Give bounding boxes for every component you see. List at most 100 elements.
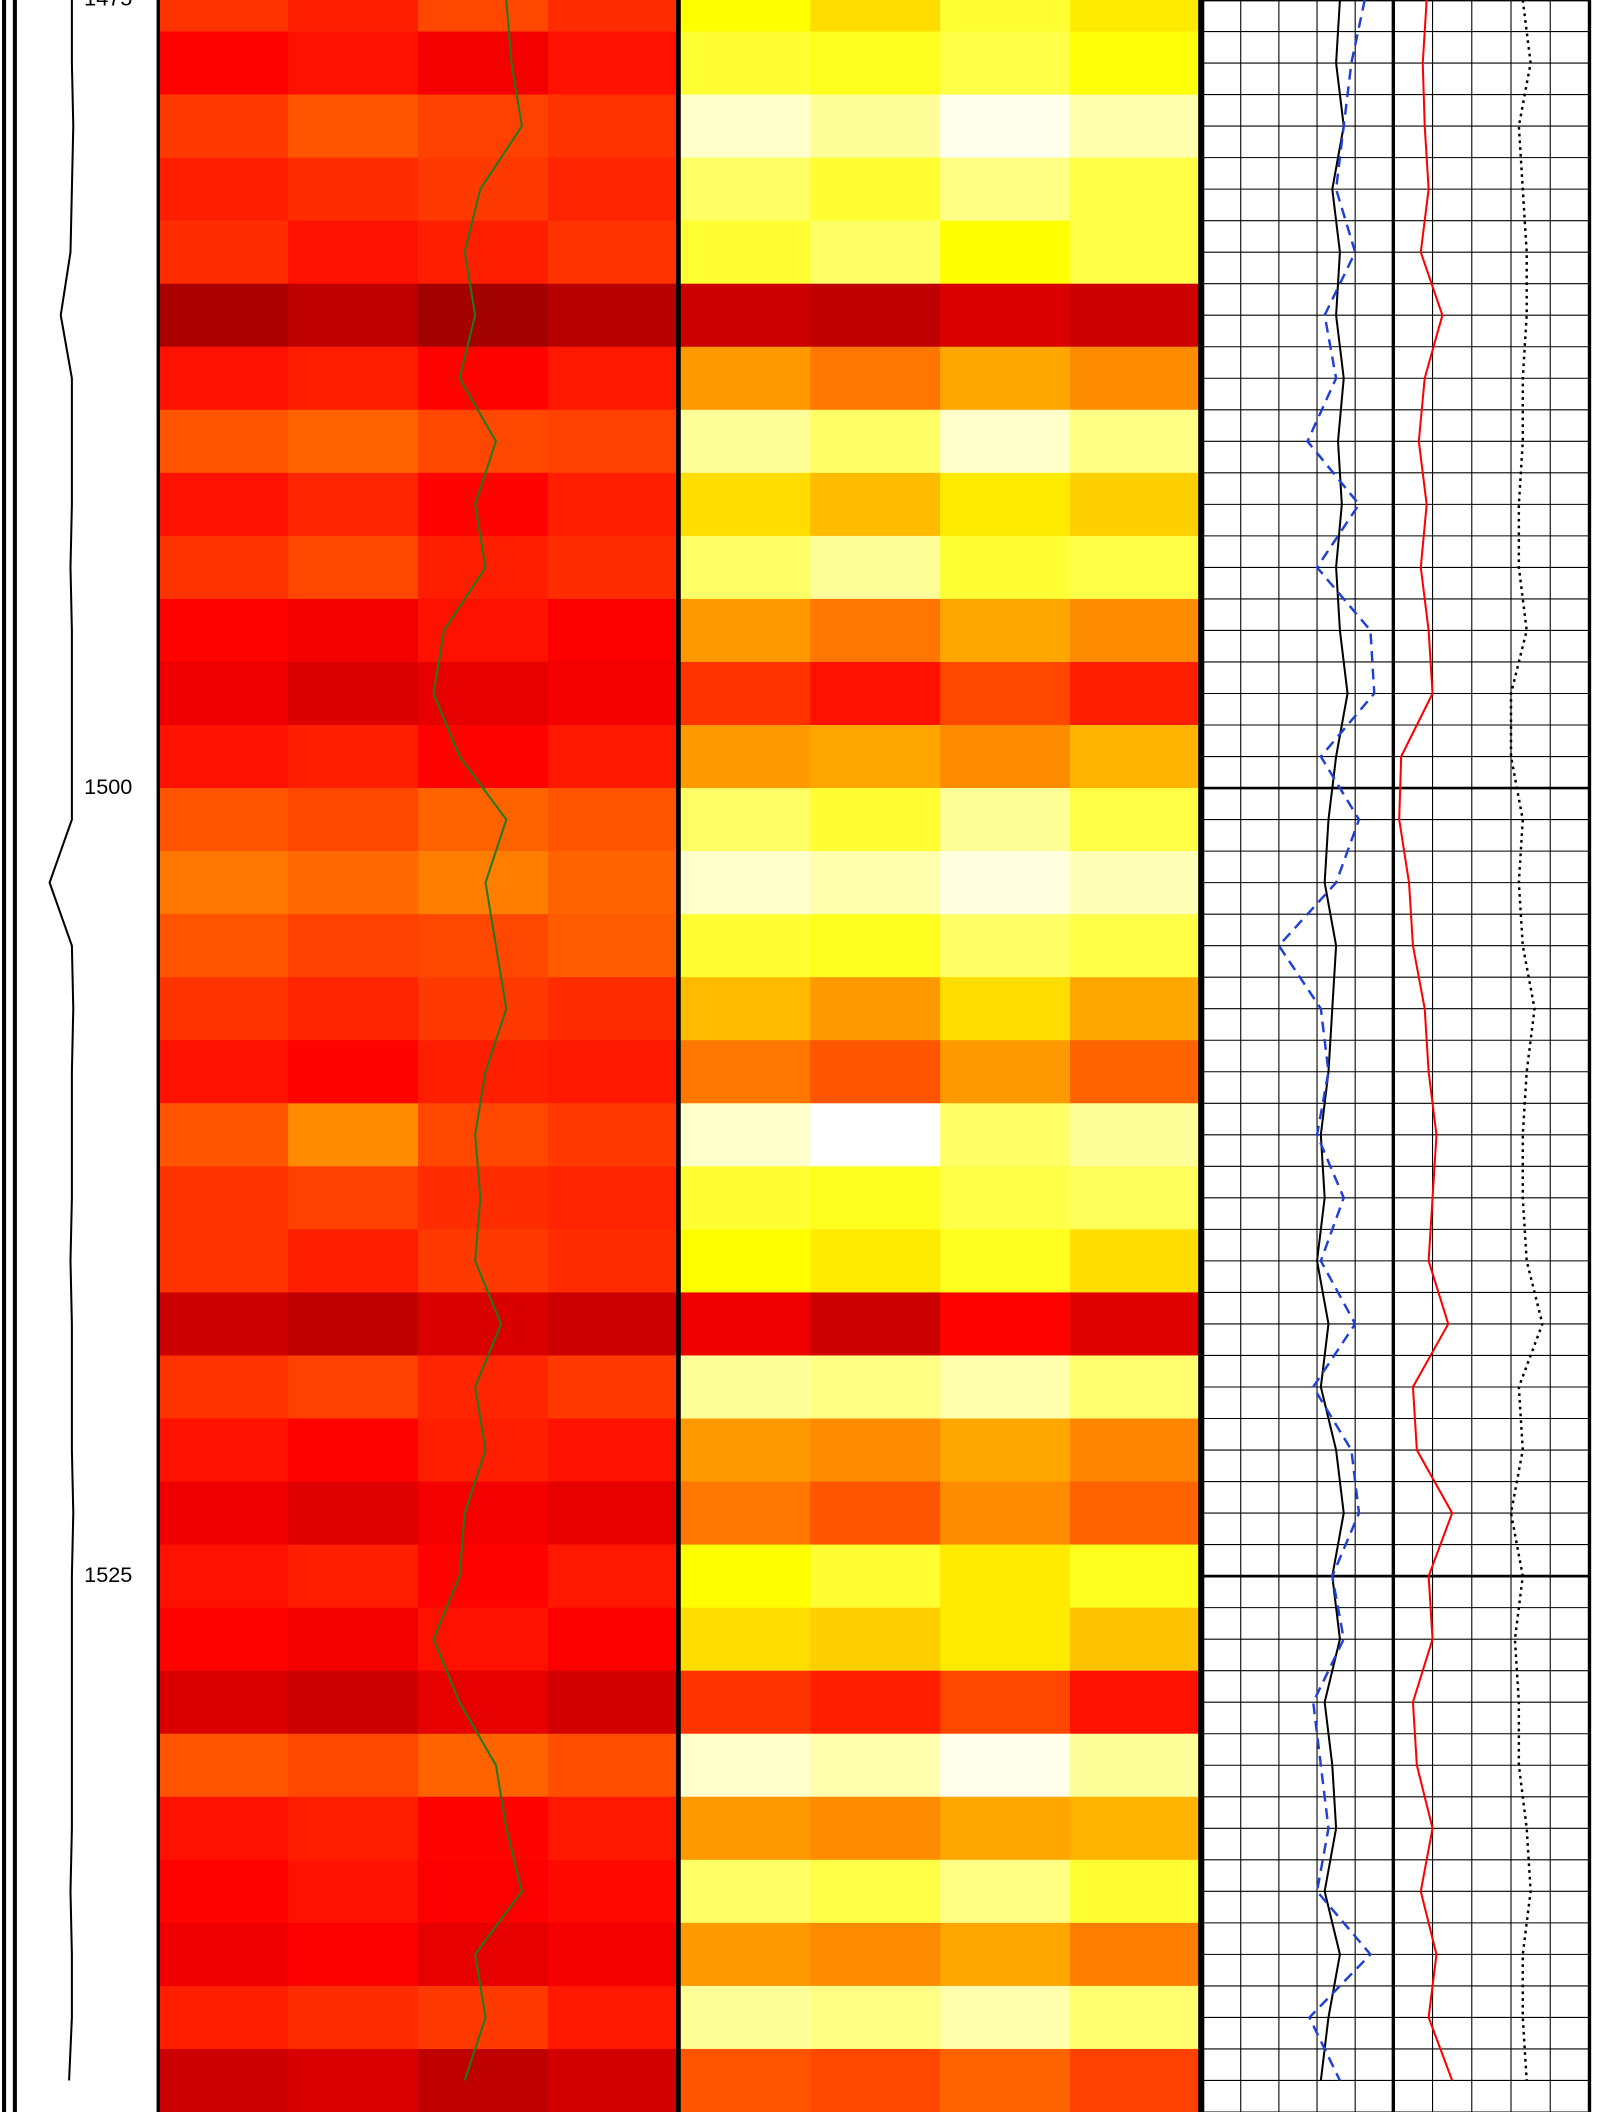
image-cell	[288, 1355, 419, 1420]
image-cell	[288, 1481, 419, 1546]
image-cell	[940, 157, 1071, 222]
image-cell	[810, 220, 941, 285]
image-cell	[417, 661, 549, 726]
image-cell	[417, 94, 549, 159]
image-cell	[158, 1418, 289, 1483]
image-cell	[288, 1418, 419, 1483]
image-cell	[1070, 1292, 1201, 1357]
image-cell	[680, 914, 811, 978]
image-cell	[547, 1670, 679, 1735]
image-cell	[158, 1166, 289, 1231]
image-cell	[940, 1607, 1071, 1672]
image-cell	[810, 283, 941, 348]
image-cell	[940, 1670, 1071, 1735]
image-cell	[158, 1922, 289, 1987]
image-cell	[1070, 94, 1201, 159]
image-cell	[158, 1733, 289, 1798]
image-cell	[1070, 220, 1201, 285]
image-cell	[547, 914, 679, 978]
image-cell	[810, 1355, 941, 1420]
image-cell	[1070, 346, 1201, 411]
image-cell	[940, 598, 1071, 663]
image-cell	[547, 1607, 679, 1672]
image-cell	[940, 725, 1071, 789]
image-cell	[417, 346, 549, 411]
image-cell	[1070, 598, 1201, 663]
image-cell	[288, 157, 419, 222]
image-cell	[158, 661, 289, 726]
image-cell	[547, 1166, 679, 1231]
image-cell	[940, 914, 1071, 978]
image-cell	[288, 0, 419, 33]
image-cell	[547, 94, 679, 159]
image-cell	[547, 157, 679, 222]
image-cell	[940, 1166, 1071, 1231]
image-cell	[680, 1859, 811, 1924]
image-cell	[158, 409, 289, 474]
image-cell	[1070, 1544, 1201, 1609]
image-cell	[810, 661, 941, 726]
image-cell	[680, 1355, 811, 1420]
image-cell	[680, 1040, 811, 1104]
image-cell	[940, 1859, 1071, 1924]
image-cell	[680, 409, 811, 474]
image-cell	[1070, 535, 1201, 600]
image-cell	[1070, 1607, 1201, 1672]
image-cell	[288, 1607, 419, 1672]
image-cell	[810, 1544, 941, 1609]
image-cell	[940, 1292, 1071, 1357]
image-cell	[547, 1796, 679, 1861]
image-cell	[1070, 851, 1201, 915]
image-cell	[288, 1292, 419, 1357]
image-cell	[547, 1040, 679, 1104]
image-cell	[810, 914, 941, 978]
image-cell	[940, 1355, 1071, 1420]
image-cell	[680, 851, 811, 915]
image-cell	[417, 472, 549, 537]
image-cell	[417, 1481, 549, 1546]
image-cell	[680, 1229, 811, 1294]
image-cell	[158, 1355, 289, 1420]
image-cell	[680, 1670, 811, 1735]
image-cell	[547, 0, 679, 33]
image-cell	[547, 535, 679, 600]
image-cell	[288, 31, 419, 96]
image-cell	[1070, 1418, 1201, 1483]
image-cell	[810, 1418, 941, 1483]
image-cell	[417, 1859, 549, 1924]
image-cell	[288, 914, 419, 978]
tracks: 1475 1500 1525	[48, 0, 1592, 2112]
image-cell	[547, 31, 679, 96]
image-cell	[940, 977, 1071, 1041]
image-cell	[940, 1418, 1071, 1483]
image-cell	[680, 1796, 811, 1861]
image-cell	[288, 472, 419, 537]
image-cell	[810, 409, 941, 474]
image-cell	[288, 851, 419, 915]
image-cell	[1070, 283, 1201, 348]
image-cell	[417, 725, 549, 789]
image-cell	[1070, 0, 1201, 33]
image-cell	[158, 472, 289, 537]
image-cell	[547, 1292, 679, 1357]
image-cell	[547, 2048, 679, 2112]
image-cell	[417, 1229, 549, 1294]
image-cell	[810, 977, 941, 1041]
image-cell	[417, 0, 549, 33]
image-cell	[417, 157, 549, 222]
image-cell	[158, 914, 289, 978]
image-cell	[940, 94, 1071, 159]
image-cell	[940, 851, 1071, 915]
image-cell	[680, 472, 811, 537]
image-cell	[158, 598, 289, 663]
image-cell	[158, 535, 289, 600]
image-cell	[940, 283, 1071, 348]
image-cell	[680, 535, 811, 600]
image-cell	[288, 1733, 419, 1798]
image-cell	[680, 1166, 811, 1231]
image-cell	[158, 31, 289, 96]
image-cell	[288, 1985, 419, 2050]
image-cell	[417, 1166, 549, 1231]
image-cell	[288, 1796, 419, 1861]
